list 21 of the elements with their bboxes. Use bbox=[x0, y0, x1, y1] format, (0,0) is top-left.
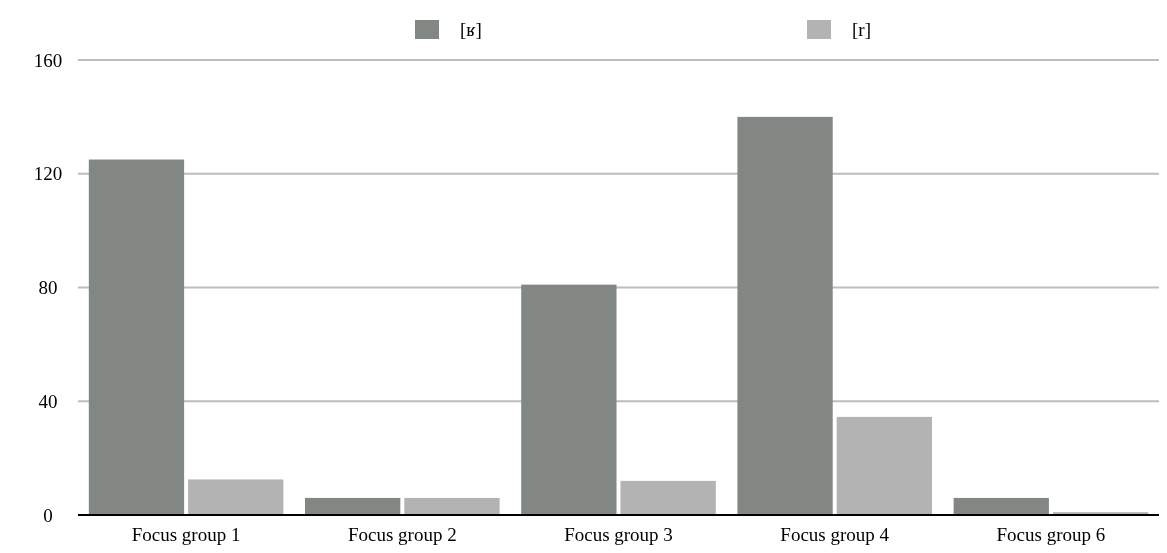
bar bbox=[404, 497, 500, 515]
x-tick-label: Focus group 2 bbox=[347, 524, 457, 545]
y-tick-label: 0 bbox=[43, 504, 53, 526]
x-tick-label: Focus group 3 bbox=[564, 524, 673, 545]
bar bbox=[836, 416, 932, 515]
x-tick-label: Focus group 1 bbox=[131, 524, 241, 545]
bar bbox=[953, 497, 1049, 515]
y-tick-label: 40 bbox=[38, 390, 58, 412]
bar bbox=[188, 479, 284, 515]
x-tick-label: Focus group 4 bbox=[780, 524, 890, 545]
legend-label: [ʁ] bbox=[460, 19, 482, 40]
bar bbox=[88, 159, 185, 515]
bar bbox=[305, 497, 401, 515]
bar bbox=[521, 284, 617, 515]
y-tick-label: 120 bbox=[33, 163, 63, 185]
y-tick-label: 80 bbox=[38, 277, 58, 299]
legend-label: [r] bbox=[852, 19, 871, 40]
bar bbox=[737, 116, 833, 515]
x-tick-label: Focus group 6 bbox=[996, 524, 1106, 545]
bar bbox=[620, 480, 716, 515]
y-tick-label: 160 bbox=[33, 49, 63, 71]
